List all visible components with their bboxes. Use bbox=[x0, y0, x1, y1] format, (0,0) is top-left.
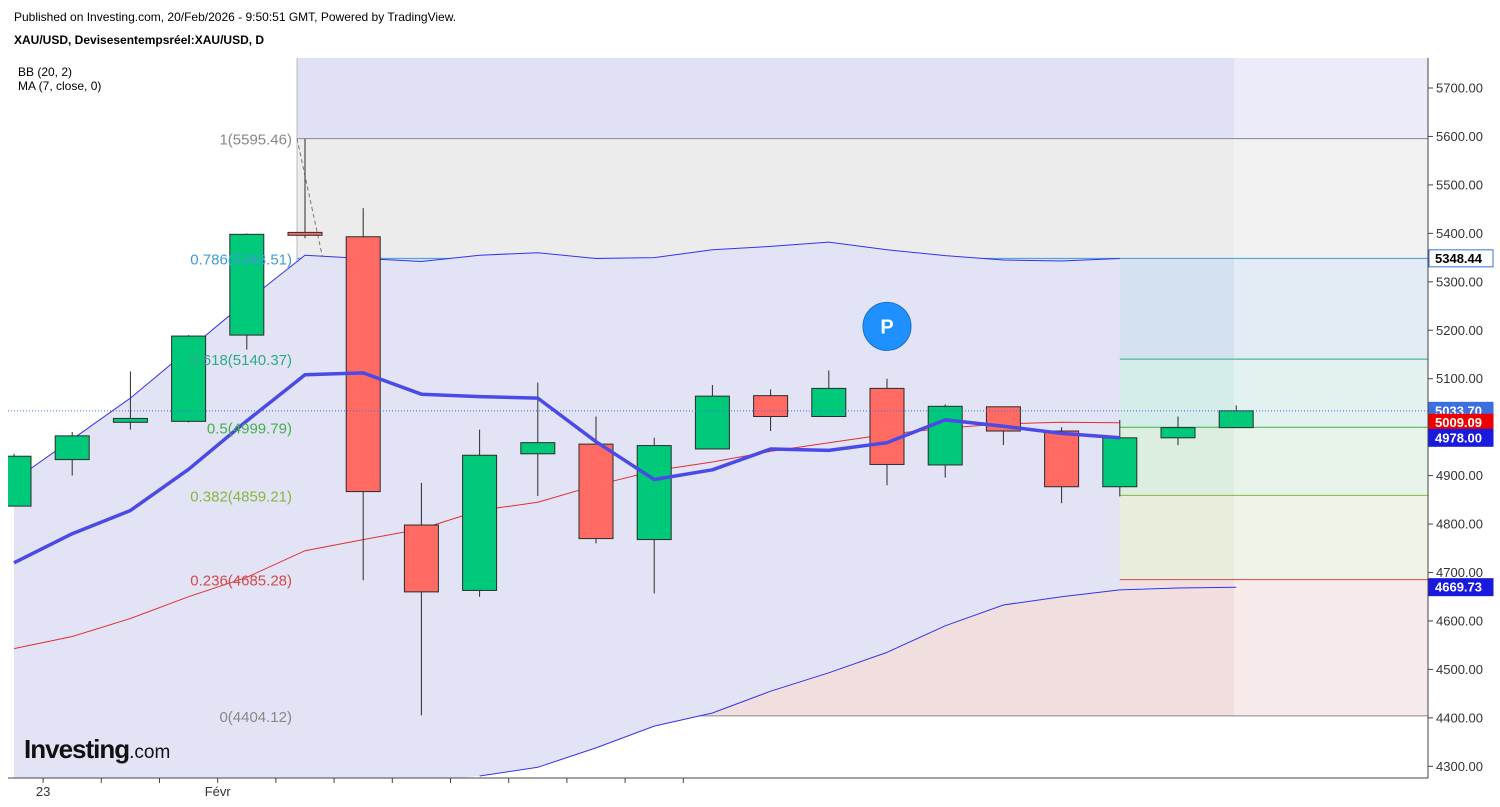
fib-level-label: 0.236(4685.28) bbox=[190, 573, 292, 590]
bb-fill bbox=[14, 242, 1237, 778]
candle-down[interactable] bbox=[287, 231, 323, 236]
price-tag-label: 4978.00 bbox=[1435, 430, 1482, 445]
y-tick-label: 5500.00 bbox=[1436, 177, 1483, 192]
y-tick-label: 4800.00 bbox=[1436, 517, 1483, 532]
y-tick-label: 5100.00 bbox=[1436, 371, 1483, 386]
y-tick-label: 5600.00 bbox=[1436, 129, 1483, 144]
y-tick-label: 5300.00 bbox=[1436, 274, 1483, 289]
y-tick-label: 5200.00 bbox=[1436, 323, 1483, 338]
y-tick-label: 4400.00 bbox=[1436, 710, 1483, 725]
candle-up[interactable] bbox=[811, 387, 847, 417]
ma7-line bbox=[13, 371, 1120, 565]
bb-lower-line bbox=[479, 586, 1237, 777]
fib-level-label: 0.5(4999.79) bbox=[207, 420, 292, 437]
fib-level-label: 0.786(5348.51) bbox=[190, 251, 292, 268]
candle-down[interactable] bbox=[403, 524, 439, 593]
fib-level-label: 0(4404.12) bbox=[219, 709, 292, 726]
price-tag bbox=[1428, 249, 1494, 268]
candle-up[interactable] bbox=[694, 395, 730, 450]
candle-up[interactable] bbox=[1102, 437, 1138, 488]
candle-up[interactable] bbox=[462, 454, 498, 591]
y-tick-label: 5700.00 bbox=[1436, 81, 1483, 96]
price-tag-label: 5009.09 bbox=[1435, 415, 1482, 430]
pivot-marker: P bbox=[862, 301, 912, 351]
y-tick-label: 4300.00 bbox=[1436, 759, 1483, 774]
indicator-ma-label: MA (7, close, 0) bbox=[18, 79, 102, 93]
candle-up[interactable] bbox=[520, 442, 556, 455]
x-tick-label: 23 bbox=[36, 784, 50, 799]
candle-up[interactable] bbox=[54, 435, 90, 461]
time-axis: 23 Févr bbox=[8, 777, 1428, 799]
candle-up[interactable] bbox=[112, 417, 148, 423]
fib-zone bbox=[297, 138, 1428, 259]
candle-down[interactable] bbox=[345, 236, 381, 493]
y-tick-label: 5400.00 bbox=[1436, 226, 1483, 241]
moving-average bbox=[8, 371, 1428, 565]
fib-level-label: 1(5595.46) bbox=[219, 132, 292, 149]
price-tag bbox=[1428, 578, 1494, 597]
candle-up[interactable] bbox=[1218, 410, 1254, 429]
candle-up[interactable] bbox=[1160, 427, 1196, 439]
symbol-title: XAU/USD, Devisesentempsréel:XAU/USD, D bbox=[14, 33, 265, 47]
candlesticks bbox=[0, 138, 1254, 716]
price-tag bbox=[1428, 428, 1494, 447]
fib-zone bbox=[297, 58, 1428, 139]
candle-down[interactable] bbox=[869, 387, 905, 465]
price-tag-label: 4669.73 bbox=[1435, 580, 1482, 595]
candle-down[interactable] bbox=[1044, 430, 1080, 488]
candle-down[interactable] bbox=[578, 443, 614, 540]
pivot-marker-label: P bbox=[880, 316, 893, 338]
price-tag-label: 5348.44 bbox=[1435, 251, 1483, 266]
fibonacci-labels: 1(5595.46) 0.786(5348.51) 0.618(5140.37) 0.… bbox=[190, 132, 292, 726]
publish-info: Published on Investing.com, 20/Feb/2026 … bbox=[14, 10, 457, 24]
pivot-marker-circle[interactable] bbox=[862, 301, 912, 351]
fib-level-label: 0.618(5140.37) bbox=[190, 352, 292, 369]
x-tick-label: Févr bbox=[205, 784, 232, 799]
candle-up[interactable] bbox=[229, 233, 265, 336]
investing-logo: Investing.com bbox=[24, 734, 171, 764]
candle-up[interactable] bbox=[0, 455, 32, 507]
candle-up[interactable] bbox=[171, 335, 207, 422]
y-tick-label: 4500.00 bbox=[1436, 662, 1483, 677]
y-tick-label: 4900.00 bbox=[1436, 468, 1483, 483]
y-tick-label: 4600.00 bbox=[1436, 613, 1483, 628]
bollinger-bands bbox=[13, 241, 1237, 778]
candle-up[interactable] bbox=[927, 405, 963, 466]
candle-down[interactable] bbox=[753, 395, 789, 417]
fib-level-label: 0.382(4859.21) bbox=[190, 488, 292, 505]
fib-extension bbox=[1234, 58, 1428, 716]
candle-up[interactable] bbox=[636, 445, 672, 541]
indicator-bb-label: BB (20, 2) bbox=[18, 65, 73, 79]
y-tick-label: 4700.00 bbox=[1436, 565, 1483, 580]
